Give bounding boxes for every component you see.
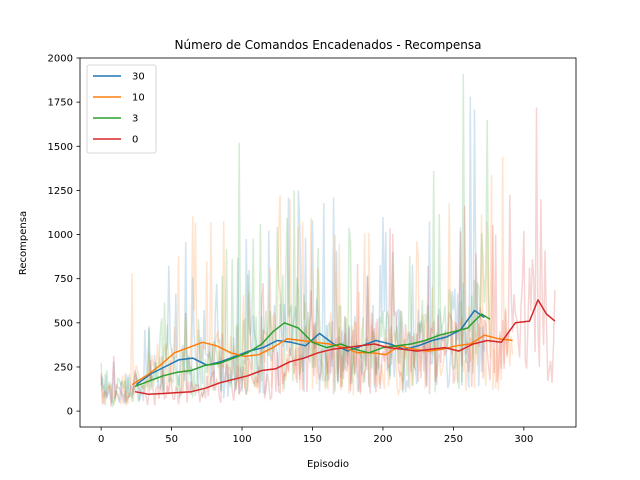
plot-area-frame (79, 57, 577, 428)
x-tick-label: 0 (98, 434, 104, 445)
y-tick-label: 750 (54, 274, 73, 285)
raw-series-line-30 (100, 96, 486, 405)
legend-box (86, 64, 157, 154)
y-tick-label: 1250 (48, 186, 73, 197)
raw-series-line-0 (100, 107, 556, 407)
y-tick-label: 1000 (48, 230, 73, 241)
chart-title: Número de Comandos Encadenados - Recompe… (175, 38, 482, 52)
x-tick-label: 50 (165, 434, 178, 445)
series-line-3 (134, 313, 491, 388)
x-tick-label: 100 (232, 434, 251, 445)
y-tick-label: 1500 (48, 142, 73, 153)
series-line-30 (135, 309, 485, 386)
series-line-10 (131, 334, 513, 386)
y-tick-label: 1750 (48, 98, 73, 109)
y-tick-label: 0 (67, 407, 73, 418)
x-tick-label: 300 (514, 434, 533, 445)
x-tick-label: 200 (373, 434, 392, 445)
x-tick-label: 150 (303, 434, 322, 445)
legend-label-0: 0 (132, 135, 138, 146)
y-axis-label: Recompensa (18, 211, 29, 275)
x-tick-label: 250 (444, 434, 463, 445)
raw-data-layer (100, 73, 556, 408)
y-tick-label: 250 (54, 362, 73, 373)
y-axis-ticks: 0 250 500 750 1000 1250 1500 1750 2000 (48, 54, 80, 418)
legend-label-30: 30 (132, 72, 145, 83)
y-tick-label: 2000 (48, 54, 73, 65)
series-line-0 (134, 299, 556, 396)
y-tick-label: 500 (54, 318, 73, 329)
legend-label-10: 10 (132, 93, 145, 104)
x-axis-ticks: 0 50 100 150 200 250 300 (98, 427, 533, 445)
x-axis-label: Episodio (307, 459, 349, 470)
smoothed-data-layer (131, 299, 556, 396)
legend-label-3: 3 (132, 114, 138, 125)
